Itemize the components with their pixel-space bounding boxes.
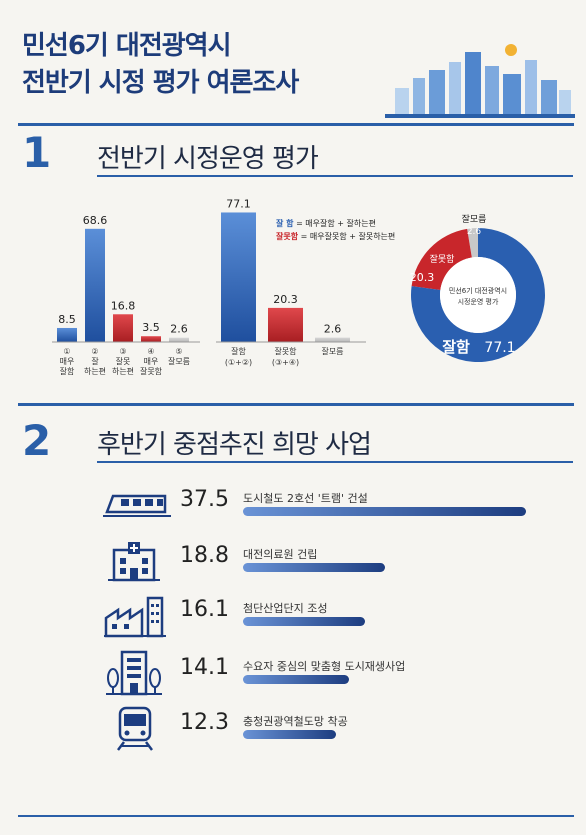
section1-title: 전반기 시정운영 평가 xyxy=(97,144,319,174)
tick-label: 잘못 xyxy=(116,357,131,366)
bar-label: 대전의료원 건립 xyxy=(243,548,318,561)
legend-bad-key: 잘못함 xyxy=(276,232,299,241)
building-icon xyxy=(106,650,162,696)
city-skyline-icon xyxy=(385,44,575,118)
chart-summary-evaluation: 77.1 잘함 (①+②) 20.3 잘못함 (③+④) 2.6 잘모름 xyxy=(216,197,366,367)
section1-underline xyxy=(97,175,573,177)
bar-value: 16.1 xyxy=(180,597,229,622)
bar-value: 18.8 xyxy=(180,543,229,568)
slice-value: 77.1 xyxy=(484,340,515,356)
bar-label: 충청권광역철도망 착공 xyxy=(243,715,348,728)
bar-value: 37.5 xyxy=(180,487,229,512)
data-label: 16.8 xyxy=(111,299,136,312)
data-label: 77.1 xyxy=(226,197,251,210)
bar xyxy=(315,337,350,342)
legend-good-def: = 매우잘함 + 잘하는편 xyxy=(296,219,376,228)
data-label: 2.6 xyxy=(324,323,342,336)
divider xyxy=(18,403,574,406)
tick-label: 잘모름 xyxy=(168,357,190,366)
page-title: 민선6기 대전광역시 전반기 시정 평가 여론조사 xyxy=(22,28,299,102)
tram-icon xyxy=(103,494,171,517)
train-icon xyxy=(117,706,153,751)
tick-label: (①+②) xyxy=(225,358,252,367)
bar xyxy=(268,307,303,342)
legend-bad-def: = 매우잘못함 + 잘못하는편 xyxy=(300,232,396,241)
bar xyxy=(243,617,365,626)
slice-label: 잘함 xyxy=(442,338,470,356)
title-line1: 민선6기 대전광역시 xyxy=(22,31,232,61)
bar-value: 12.3 xyxy=(180,710,229,735)
bar xyxy=(243,675,349,684)
tick-label: 잘모름 xyxy=(321,347,343,356)
data-label: 8.5 xyxy=(58,313,76,326)
slice-label: 잘못함 xyxy=(430,253,455,265)
section2-number: 2 xyxy=(22,416,52,465)
donut-center-line1: 민선6기 대전광역시 xyxy=(449,286,507,295)
bar-label: 수요자 중심의 맞춤형 도시재생사업 xyxy=(243,660,406,673)
data-label: 20.3 xyxy=(273,293,298,306)
section2-underline xyxy=(97,461,573,463)
bar xyxy=(85,228,105,342)
tick-label: 잘함 xyxy=(60,367,75,376)
bar xyxy=(169,337,189,342)
tick-label: ⑤ xyxy=(175,347,182,356)
tick-label: ④ xyxy=(147,347,154,356)
bar xyxy=(57,327,77,342)
slice-value: 20.3 xyxy=(410,271,435,284)
tick-label: 잘함 xyxy=(231,347,246,356)
donut-slice xyxy=(467,228,478,258)
tick-label: 매우 xyxy=(144,357,159,366)
chart-detailed-evaluation: 8.5①매우잘함68.6②잘하는편16.8③잘못하는편3.5④매우잘못함2.6⑤… xyxy=(52,214,200,376)
tick-label: 하는편 xyxy=(112,366,134,376)
bar xyxy=(243,563,385,572)
tick-label: (③+④) xyxy=(272,358,299,367)
slice-label: 잘모름 xyxy=(462,213,487,225)
data-label: 3.5 xyxy=(142,321,160,334)
donut-slice xyxy=(411,228,472,291)
data-label: 68.6 xyxy=(83,214,108,227)
legend-good-key: 잘 함 xyxy=(276,219,294,228)
legend: 잘 함 = 매우잘함 + 잘하는편 잘못함 = 매우잘못함 + 잘못하는편 xyxy=(276,217,395,243)
title-line2: 전반기 시정 평가 여론조사 xyxy=(22,68,299,98)
bar xyxy=(141,336,161,342)
section2-title: 후반기 중점추진 희망 사업 xyxy=(97,430,372,460)
bar xyxy=(243,730,336,739)
tick-label: 잘 xyxy=(91,357,99,366)
tick-label: 잘못함 xyxy=(140,367,163,376)
bar-label: 첨단산업단지 조성 xyxy=(243,602,328,615)
tick-label: ③ xyxy=(119,347,126,356)
tick-label: ② xyxy=(91,347,98,356)
tick-label: ① xyxy=(63,347,70,356)
tick-label: 매우 xyxy=(60,357,75,366)
data-label: 2.6 xyxy=(170,323,188,336)
factory-icon xyxy=(104,596,166,638)
divider xyxy=(18,123,574,126)
bar-label: 도시철도 2호선 '트램' 건설 xyxy=(243,492,368,505)
bar-value: 14.1 xyxy=(180,655,229,680)
donut-slice xyxy=(410,228,545,362)
hospital-icon xyxy=(108,542,160,582)
bar xyxy=(243,507,526,516)
slice-value: 2.6 xyxy=(467,227,482,237)
tick-label: 하는편 xyxy=(84,366,106,376)
section1-number: 1 xyxy=(22,128,52,177)
donut-center-line2: 시정운영 평가 xyxy=(458,297,499,306)
tick-label: 잘못함 xyxy=(274,347,297,356)
bar xyxy=(113,314,133,342)
bar xyxy=(221,212,256,342)
bottom-divider xyxy=(18,815,574,817)
donut-hole xyxy=(440,257,516,333)
